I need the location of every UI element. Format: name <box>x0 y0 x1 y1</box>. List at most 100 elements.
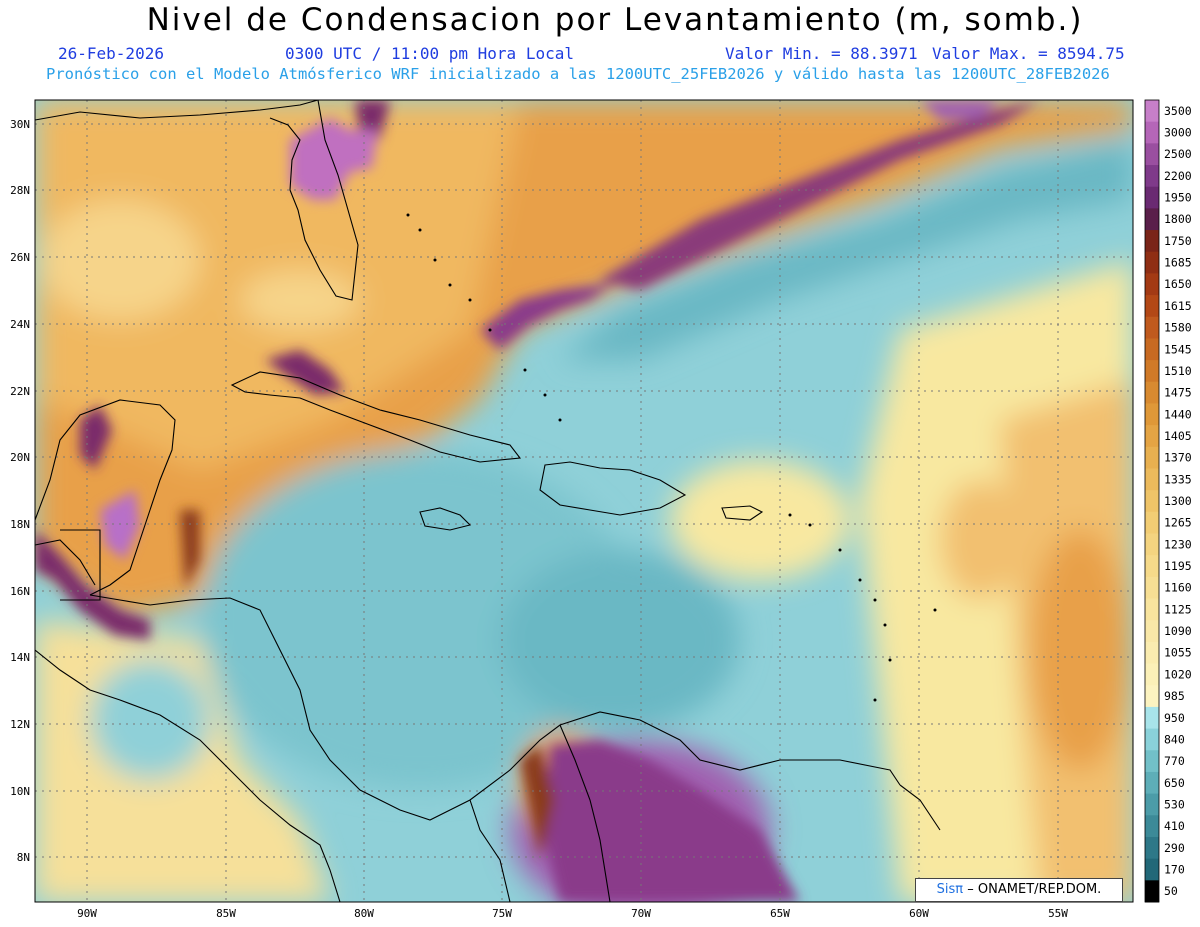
colorbar-label: 170 <box>1164 862 1185 876</box>
colorbar-frame <box>1144 99 1160 903</box>
colorbar-label: 1300 <box>1164 494 1192 508</box>
lat-label: 10N <box>10 785 30 798</box>
colorbar-label: 1020 <box>1164 667 1192 681</box>
colorbar-swatch <box>1145 360 1159 383</box>
lat-label: 12N <box>10 718 30 731</box>
lat-label: 16N <box>10 585 30 598</box>
map-frame <box>34 99 1134 903</box>
colorbar-swatch <box>1145 121 1159 144</box>
colorbar-label: 2200 <box>1164 169 1192 183</box>
colorbar-swatch <box>1145 273 1159 296</box>
colorbar-label: 290 <box>1164 841 1185 855</box>
colorbar-label: 1405 <box>1164 429 1192 443</box>
colorbar-label: 1090 <box>1164 624 1192 638</box>
colorbar-swatch <box>1145 381 1159 404</box>
colorbar-swatch <box>1145 295 1159 318</box>
lon-label: 55W <box>1048 907 1068 920</box>
colorbar-label: 1335 <box>1164 472 1192 486</box>
model-info: Pronóstico con el Modelo Atmósferico WRF… <box>46 65 1110 83</box>
colorbar-label: 1055 <box>1164 646 1192 660</box>
colorbar-swatch <box>1145 425 1159 448</box>
colorbar-label: 1195 <box>1164 559 1192 573</box>
colorbar-label: 1160 <box>1164 581 1192 595</box>
grid-lines <box>35 100 1133 902</box>
colorbar-swatch <box>1145 598 1159 621</box>
colorbar-swatch <box>1145 251 1159 274</box>
colorbar-swatch <box>1145 858 1159 881</box>
colorbar-swatch <box>1145 100 1159 123</box>
lat-label: 30N <box>10 118 30 131</box>
colorbar-label: 50 <box>1164 884 1178 898</box>
colorbar-swatch <box>1145 880 1159 903</box>
lat-label: 20N <box>10 451 30 464</box>
lat-label: 24N <box>10 318 30 331</box>
colorbar-swatch <box>1145 468 1159 491</box>
colorbar-swatch <box>1145 555 1159 578</box>
colorbar-swatch <box>1145 663 1159 686</box>
colorbar-swatch <box>1145 490 1159 513</box>
colorbar-swatch <box>1145 641 1159 665</box>
colorbar-label: 1440 <box>1164 407 1192 421</box>
lon-label: 60W <box>909 907 929 920</box>
colorbar-label: 650 <box>1164 776 1185 790</box>
colorbar-swatch <box>1145 208 1159 231</box>
lon-axis: 90W 85W 80W 75W 70W 65W 60W 55W <box>77 907 1068 920</box>
credit-text: – ONAMET/REP.DOM. <box>967 882 1102 897</box>
colorbar-label: 1800 <box>1164 212 1192 226</box>
colorbar-label: 1580 <box>1164 321 1192 335</box>
colorbar-swatch <box>1145 836 1159 860</box>
max-value: Valor Max. = 8594.75 <box>932 44 1125 63</box>
colorbar-swatch <box>1145 685 1159 708</box>
colorbar-label: 985 <box>1164 689 1185 703</box>
sispi-logo: Sisπ <box>936 882 964 897</box>
lat-label: 18N <box>10 518 30 531</box>
lat-label: 26N <box>10 251 30 264</box>
colorbar-label: 3500 <box>1164 104 1192 118</box>
map-title: Nivel de Condensacion por Levantamiento … <box>146 2 1084 38</box>
colorbar-label: 950 <box>1164 711 1185 725</box>
colorbar-swatch <box>1145 771 1159 795</box>
colorbar-swatch <box>1145 143 1159 166</box>
colorbar-swatch <box>1145 815 1159 838</box>
colorbar-swatch <box>1145 706 1159 730</box>
colorbar-label: 1950 <box>1164 191 1192 205</box>
colorbar-swatch <box>1145 338 1159 361</box>
colorbar: 3500 3000 2500 2200 1950 1800 1750 1685 1650 1615… <box>1144 99 1192 903</box>
colorbar-swatch <box>1145 533 1159 556</box>
shaded-field <box>35 100 1133 902</box>
lat-label: 22N <box>10 385 30 398</box>
lat-label: 14N <box>10 651 30 664</box>
lon-label: 90W <box>77 907 97 920</box>
colorbar-label: 1510 <box>1164 364 1192 378</box>
credit-box: Sisπ – ONAMET/REP.DOM. <box>915 878 1123 902</box>
colorbar-label: 2500 <box>1164 147 1192 161</box>
colorbar-label: 530 <box>1164 797 1185 811</box>
colorbar-swatch <box>1145 186 1159 209</box>
lon-label: 70W <box>631 907 651 920</box>
colorbar-swatch <box>1145 446 1159 469</box>
lat-axis: 30N 28N 26N 24N 22N 20N 18N 16N 14N 12N … <box>10 118 30 864</box>
lon-label: 80W <box>354 907 374 920</box>
colorbar-label: 1615 <box>1164 299 1192 313</box>
colorbar-swatch <box>1145 750 1159 773</box>
colorbar-label: 1265 <box>1164 516 1192 530</box>
colorbar-swatch <box>1145 511 1159 535</box>
colorbar-label: 1230 <box>1164 537 1192 551</box>
colorbar-swatch <box>1145 793 1159 816</box>
min-value: Valor Min. = 88.3971 <box>725 44 918 63</box>
lon-label: 75W <box>492 907 512 920</box>
islands <box>406 213 937 702</box>
colorbar-label: 410 <box>1164 819 1185 833</box>
lon-label: 85W <box>216 907 236 920</box>
colorbar-swatch <box>1145 576 1159 600</box>
colorbar-label: 1370 <box>1164 451 1192 465</box>
forecast-time: 0300 UTC / 11:00 pm Hora Local <box>285 44 574 63</box>
colorbar-label: 1650 <box>1164 277 1192 291</box>
colorbar-label: 1750 <box>1164 234 1192 248</box>
colorbar-label: 840 <box>1164 732 1185 746</box>
colorbar-label: 770 <box>1164 754 1185 768</box>
colorbar-label: 1125 <box>1164 602 1192 616</box>
lon-label: 65W <box>770 907 790 920</box>
lat-label: 28N <box>10 184 30 197</box>
